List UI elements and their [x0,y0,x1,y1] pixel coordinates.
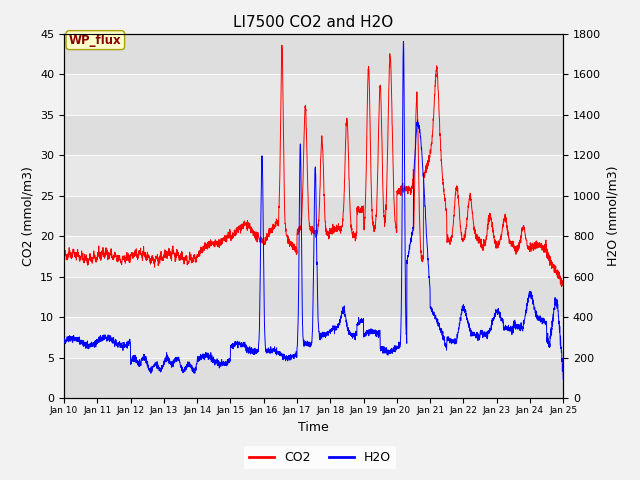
Y-axis label: H2O (mmol/m3): H2O (mmol/m3) [607,166,620,266]
Legend: CO2, H2O: CO2, H2O [244,446,396,469]
Bar [64,34,563,74]
Text: WP_flux: WP_flux [69,34,122,47]
Title: LI7500 CO2 and H2O: LI7500 CO2 and H2O [234,15,394,30]
Bar [64,196,563,236]
Bar [64,277,563,317]
Bar [64,115,563,155]
X-axis label: Time: Time [298,420,329,433]
Y-axis label: CO2 (mmol/m3): CO2 (mmol/m3) [22,166,35,266]
Bar [64,358,563,398]
